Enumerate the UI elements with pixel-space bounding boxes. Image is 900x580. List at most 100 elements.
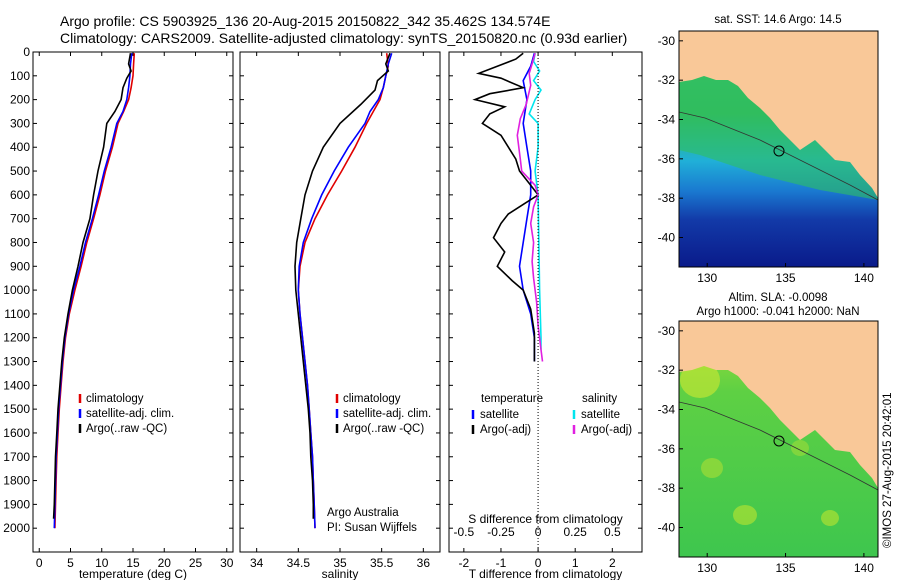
sla-map-frame bbox=[678, 320, 879, 558]
legend-title-temperature: temperature bbox=[481, 393, 543, 405]
series-line-salinity-satellite bbox=[528, 53, 542, 350]
sst-map-title: sat. SST: 14.6 Argo: 14.5 bbox=[714, 14, 841, 26]
map-y-tick-label: -32 bbox=[658, 363, 676, 377]
land-mass-sst bbox=[679, 31, 878, 198]
salinity-tick-label: -0.25 bbox=[487, 525, 515, 539]
y-tick-label: 100 bbox=[10, 69, 30, 83]
credit-text: ©IMOS 27-Aug-2015 20:42:01 bbox=[882, 392, 894, 548]
legend-entry: Argo(..raw -QC) bbox=[343, 423, 424, 435]
y-tick-label: 1400 bbox=[3, 378, 30, 392]
temperature-panel: 0100200300400500600700800900100011001200… bbox=[3, 45, 233, 580]
sla-eddy bbox=[680, 362, 720, 398]
series-line-temperature-satellite bbox=[518, 52, 536, 362]
series-line-temperature-argo-adj- bbox=[472, 52, 540, 362]
plot-frame bbox=[239, 51, 441, 553]
salinity-tick-label: 0 bbox=[535, 525, 542, 539]
sla-eddy bbox=[791, 440, 809, 456]
legend-entry: satellite-adj. clim. bbox=[343, 408, 431, 420]
map-y-tick-label: -36 bbox=[658, 152, 676, 166]
map-y-tick-label: -30 bbox=[658, 324, 676, 338]
y-tick-label: 1900 bbox=[3, 497, 30, 511]
y-tick-label: 1800 bbox=[3, 474, 30, 488]
y-tick-label: 2000 bbox=[3, 521, 30, 535]
y-tick-label: 1600 bbox=[3, 426, 30, 440]
map-y-tick-label: -40 bbox=[658, 231, 676, 245]
map-x-tick-label: 140 bbox=[854, 271, 874, 285]
y-tick-label: 400 bbox=[10, 140, 30, 154]
salinity-tick-label: -0.5 bbox=[454, 525, 475, 539]
sla-eddy bbox=[701, 458, 723, 478]
sst-argo-marker bbox=[773, 145, 785, 157]
y-tick-label: 1700 bbox=[3, 450, 30, 464]
map-y-tick-label: -30 bbox=[658, 34, 676, 48]
y-tick-label: 300 bbox=[10, 116, 30, 130]
map-x-tick-label: 135 bbox=[776, 271, 796, 285]
x-tick-label: 30 bbox=[220, 556, 234, 570]
figure-title-line2: Climatology: CARS2009. Satellite-adjuste… bbox=[60, 30, 627, 46]
x-axis-label: temperature (deg C) bbox=[79, 567, 187, 580]
sla-map-subtitle: Argo h1000: -0.041 h2000: NaN bbox=[696, 306, 859, 318]
y-tick-label: 200 bbox=[10, 93, 30, 107]
map-x-tick-label: 135 bbox=[776, 561, 796, 575]
y-tick-label: 1300 bbox=[3, 355, 30, 369]
x-tick-label: 5 bbox=[67, 556, 74, 570]
map-y-tick-label: -38 bbox=[658, 481, 676, 495]
map-x-tick-label: 140 bbox=[854, 561, 874, 575]
x-tick-label: -2 bbox=[459, 556, 470, 570]
sla-map-title: Altim. SLA: -0.0098 bbox=[728, 292, 827, 304]
sla-argo-marker bbox=[773, 435, 785, 447]
x-tick-label: 35.5 bbox=[370, 556, 394, 570]
y-tick-label: 600 bbox=[10, 188, 30, 202]
salinity-panel: 34 34.5 35 35.5 36 salinity climatology satelli… bbox=[239, 51, 441, 580]
pi-label: PI: Susan Wijffels bbox=[327, 522, 417, 534]
legend-entry: Argo(-adj) bbox=[581, 424, 632, 436]
x-tick-label: 35 bbox=[333, 556, 347, 570]
y-tick-label: 800 bbox=[10, 235, 30, 249]
x-tick-label: 2 bbox=[609, 556, 616, 570]
y-tick-label: 1100 bbox=[4, 307, 30, 321]
y-tick-label: 1500 bbox=[3, 402, 30, 416]
series-line-salinity-argo-adj- bbox=[516, 52, 544, 362]
y-tick-label: 1200 bbox=[3, 331, 30, 345]
sla-map: Altim. SLA: -0.0098 Argo h1000: -0.041 h… bbox=[658, 292, 879, 575]
plot-frame bbox=[32, 51, 234, 553]
x-tick-label: -1 bbox=[496, 556, 507, 570]
x-tick-label: 0 bbox=[535, 556, 542, 570]
x-tick-label: 20 bbox=[158, 556, 172, 570]
x-axis-label: salinity bbox=[322, 567, 359, 580]
map-x-tick-label: 130 bbox=[697, 561, 717, 575]
plot-frame bbox=[448, 51, 643, 553]
series-line-satellite-adj-clim- bbox=[297, 52, 393, 529]
map-y-tick-label: -34 bbox=[658, 403, 676, 417]
legend-entry: climatology bbox=[86, 393, 144, 405]
map-y-tick-label: -36 bbox=[658, 442, 676, 456]
argo-australia-label: Argo Australia bbox=[327, 507, 399, 519]
sla-eddy bbox=[821, 510, 839, 526]
x-tick-label: 0 bbox=[36, 556, 43, 570]
series-line-argo-raw-qc- bbox=[294, 52, 391, 519]
x-tick-label: 1 bbox=[572, 556, 579, 570]
y-tick-label: 900 bbox=[10, 259, 30, 273]
series-line-climatology bbox=[54, 53, 136, 529]
difference-panel: -2 -1 0 1 2T difference from climatology -0.5… bbox=[448, 51, 643, 580]
map-x-tick-label: 130 bbox=[697, 271, 717, 285]
sla-eddy bbox=[733, 505, 757, 525]
legend-entry: satellite bbox=[581, 409, 620, 421]
salinity-tick-label: 0.25 bbox=[564, 525, 588, 539]
x-tick-label: 25 bbox=[189, 556, 203, 570]
legend-title-salinity: salinity bbox=[582, 393, 617, 405]
y-tick-label: 1000 bbox=[3, 283, 30, 297]
sst-map-frame bbox=[678, 30, 879, 268]
x-tick-label: 34.5 bbox=[287, 556, 311, 570]
legend-entry: satellite-adj. clim. bbox=[86, 408, 174, 420]
figure-title-line1: Argo profile: CS 5903925_136 20-Aug-2015… bbox=[60, 13, 550, 29]
salinity-axis-label: S difference from climatology bbox=[468, 512, 623, 526]
salinity-tick-label: 0.5 bbox=[604, 525, 621, 539]
series-line-argo-raw-qc- bbox=[52, 53, 132, 519]
map-y-tick-label: -40 bbox=[658, 521, 676, 535]
legend-entry: Argo(-adj) bbox=[480, 424, 531, 436]
legend-entry: satellite bbox=[480, 409, 519, 421]
x-axis-label: T difference from climatology bbox=[469, 567, 623, 580]
land-mass-sla bbox=[679, 321, 878, 488]
